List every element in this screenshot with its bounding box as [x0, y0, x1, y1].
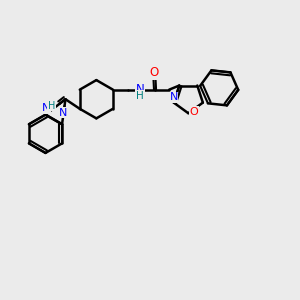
- Text: N: N: [136, 82, 145, 96]
- Text: N: N: [42, 103, 50, 113]
- Text: O: O: [150, 66, 159, 79]
- Text: N: N: [59, 108, 67, 118]
- Text: H: H: [48, 101, 55, 111]
- Text: H: H: [136, 91, 144, 100]
- Text: N: N: [169, 92, 178, 102]
- Text: O: O: [189, 107, 198, 117]
